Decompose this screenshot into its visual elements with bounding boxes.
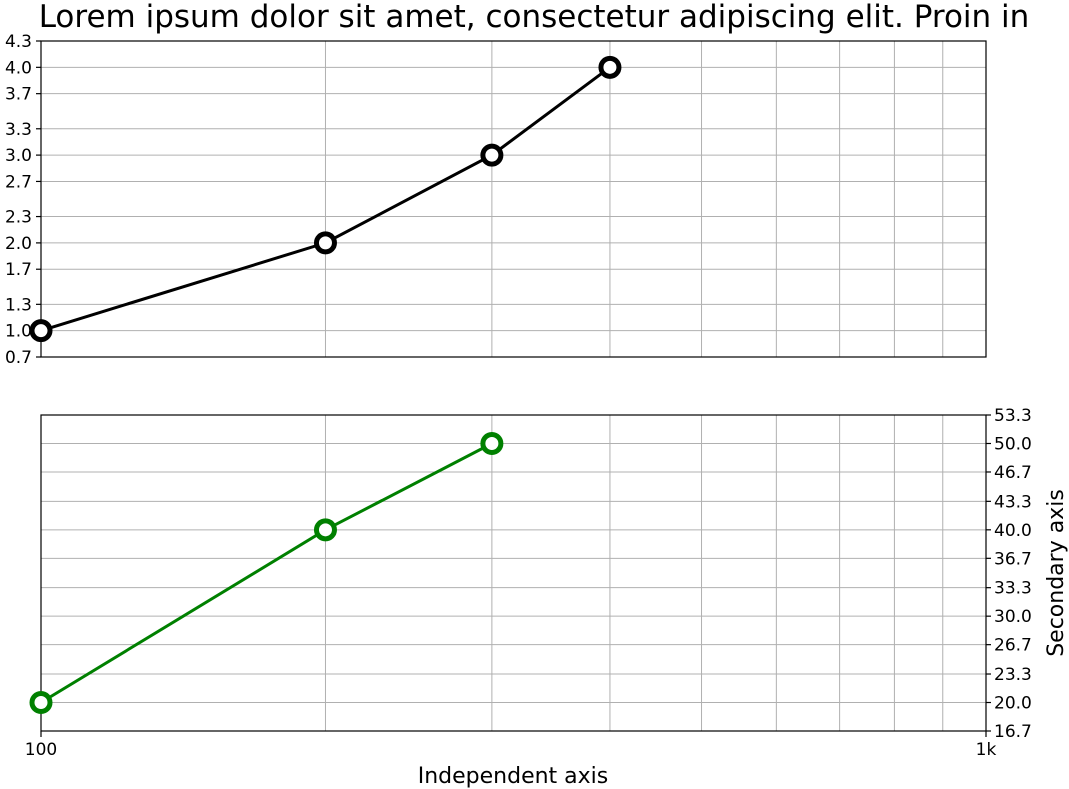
data-point [313,231,337,255]
y-tick-label: 3.7 [5,85,32,105]
y-tick-label: 3.0 [5,146,32,166]
y-tick-label: 16.7 [994,722,1032,742]
data-point [29,691,53,715]
y-tick-label: 26.7 [994,636,1032,656]
x-axis-label: Independent axis [418,764,609,789]
y-tick-label: 43.3 [994,492,1032,512]
x-tick-label: 100 [25,740,57,760]
y-tick-label: 46.7 [994,463,1032,483]
y-tick-label: 30.0 [994,607,1032,627]
series-line [40,442,493,704]
data-point [313,518,337,542]
y-tick-label: 4.0 [5,58,32,78]
y-axis-label: Secondary axis [1044,489,1069,657]
plot-frame [40,40,987,358]
data-point [480,143,504,167]
y-tick-label: 1.7 [5,260,32,280]
bottom-panel: 53.3 50.0 46.7 43.3 40.0 36.7 33.3 30.0 26.7 23.3… [25,406,1069,760]
plot-frame [40,414,987,732]
y-tick-label: 1.3 [5,295,32,315]
data-point [598,55,622,79]
y-tick-label: 2.7 [5,172,32,192]
y-tick-label: 36.7 [994,549,1032,569]
data-point [480,431,504,455]
y-tick-label: 2.0 [5,234,32,254]
x-tick-label: 1k [976,740,997,760]
top-panel: 4.3 4.0 3.7 3.3 3.0 2.7 2.3 2.0 1.7 1.3 1.0 0.7 [5,32,987,368]
y-tick-label: 1.0 [5,322,32,342]
data-point [29,319,53,343]
y-tick-label: 20.0 [994,694,1032,714]
y-tick-label: 4.3 [5,32,32,52]
y-tick-label: 53.3 [994,406,1032,426]
y-tick-label: 33.3 [994,579,1032,599]
y-tick-label: 50.0 [994,434,1032,454]
series-line [40,66,611,333]
y-tick-label: 0.7 [5,348,32,368]
y-tick-label: 2.3 [5,208,32,228]
y-tick-label: 3.3 [5,120,32,140]
y-tick-label: 23.3 [994,665,1032,685]
chart-title: Lorem ipsum dolor sit amet, consectetur … [39,0,1030,35]
y-tick-label: 40.0 [994,521,1032,541]
